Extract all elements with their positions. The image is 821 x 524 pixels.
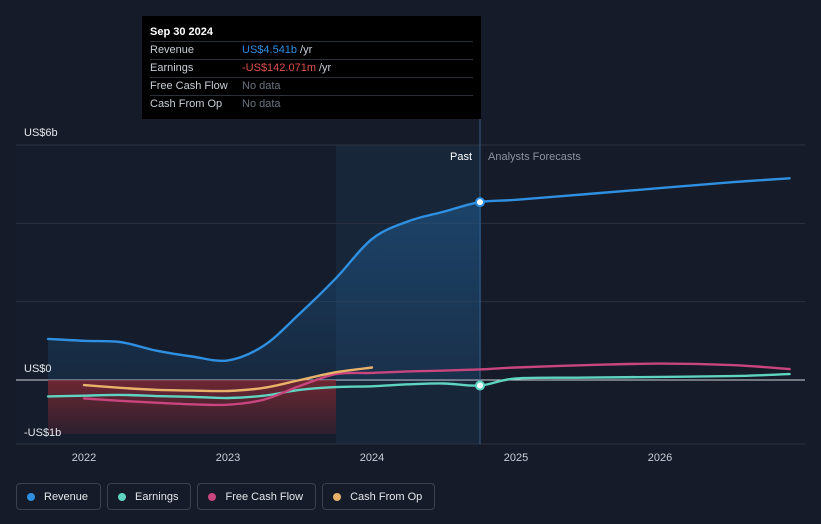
legend-item-revenue[interactable]: Revenue	[16, 483, 102, 510]
series-line-cash-from-op	[82, 366, 374, 393]
tooltip-label: Earnings	[150, 62, 194, 74]
legend-label: Cash From Op	[350, 490, 423, 503]
forecast-label: Analysts Forecasts	[488, 151, 581, 163]
y-tick-label: US$6b	[24, 127, 58, 139]
tooltip-label: Free Cash Flow	[150, 80, 228, 92]
tooltip-label: Revenue	[150, 44, 195, 56]
tooltip-unit: /yr	[319, 62, 332, 74]
y-tick-label: US$0	[24, 363, 52, 375]
legend-label: Free Cash Flow	[225, 490, 304, 503]
legend-label: Revenue	[44, 490, 89, 503]
free-cash-flow-dot-icon	[208, 492, 217, 501]
x-tick-label: 2024	[360, 452, 384, 464]
series-line-revenue	[46, 177, 791, 363]
series-line-earnings	[46, 372, 791, 400]
tooltip-value: -US$142.071m	[242, 62, 316, 74]
negative-area	[48, 380, 336, 434]
x-tick-label: 2026	[648, 452, 672, 464]
legend-item-cash-from-op[interactable]: Cash From Op	[322, 483, 436, 510]
tooltip-date: Sep 30 2024	[150, 26, 213, 38]
legend-item-free-cash-flow[interactable]: Free Cash Flow	[197, 483, 317, 510]
tooltip-row-free-cash-flow: Free Cash Flow No data	[150, 77, 473, 95]
marker-earnings	[475, 380, 485, 391]
legend-item-earnings[interactable]: Earnings	[107, 483, 192, 510]
tooltip-unit: /yr	[300, 44, 313, 56]
tooltip-value: US$4.541b	[242, 44, 298, 56]
past-label: Past	[450, 151, 472, 163]
tooltip-row-revenue: Revenue US$4.541b /yr	[150, 41, 473, 59]
x-tick-label: 2025	[504, 452, 528, 464]
series-line-free-cash-flow	[82, 362, 791, 407]
earnings-dot-icon	[118, 492, 127, 501]
x-tick-label: 2022	[72, 452, 96, 464]
cash-from-op-dot-icon	[333, 492, 342, 501]
tooltip-row-earnings: Earnings -US$142.071m /yr	[150, 59, 473, 77]
revenue-area	[48, 201, 481, 380]
legend: Revenue Earnings Free Cash Flow Cash Fro…	[16, 483, 436, 510]
y-tick-label: -US$1b	[24, 427, 61, 439]
tooltip-value: No data	[242, 80, 281, 92]
tooltip-value: No data	[242, 98, 281, 110]
tooltip-label: Cash From Op	[150, 98, 223, 110]
x-tick-label: 2023	[216, 452, 240, 464]
tooltip: Sep 30 2024 Revenue US$4.541b /yr Earnin…	[142, 16, 481, 119]
legend-label: Earnings	[135, 490, 179, 503]
tooltip-row-cash-from-op: Cash From Op No data	[150, 95, 473, 113]
revenue-dot-icon	[27, 492, 35, 501]
marker-revenue	[475, 197, 485, 208]
